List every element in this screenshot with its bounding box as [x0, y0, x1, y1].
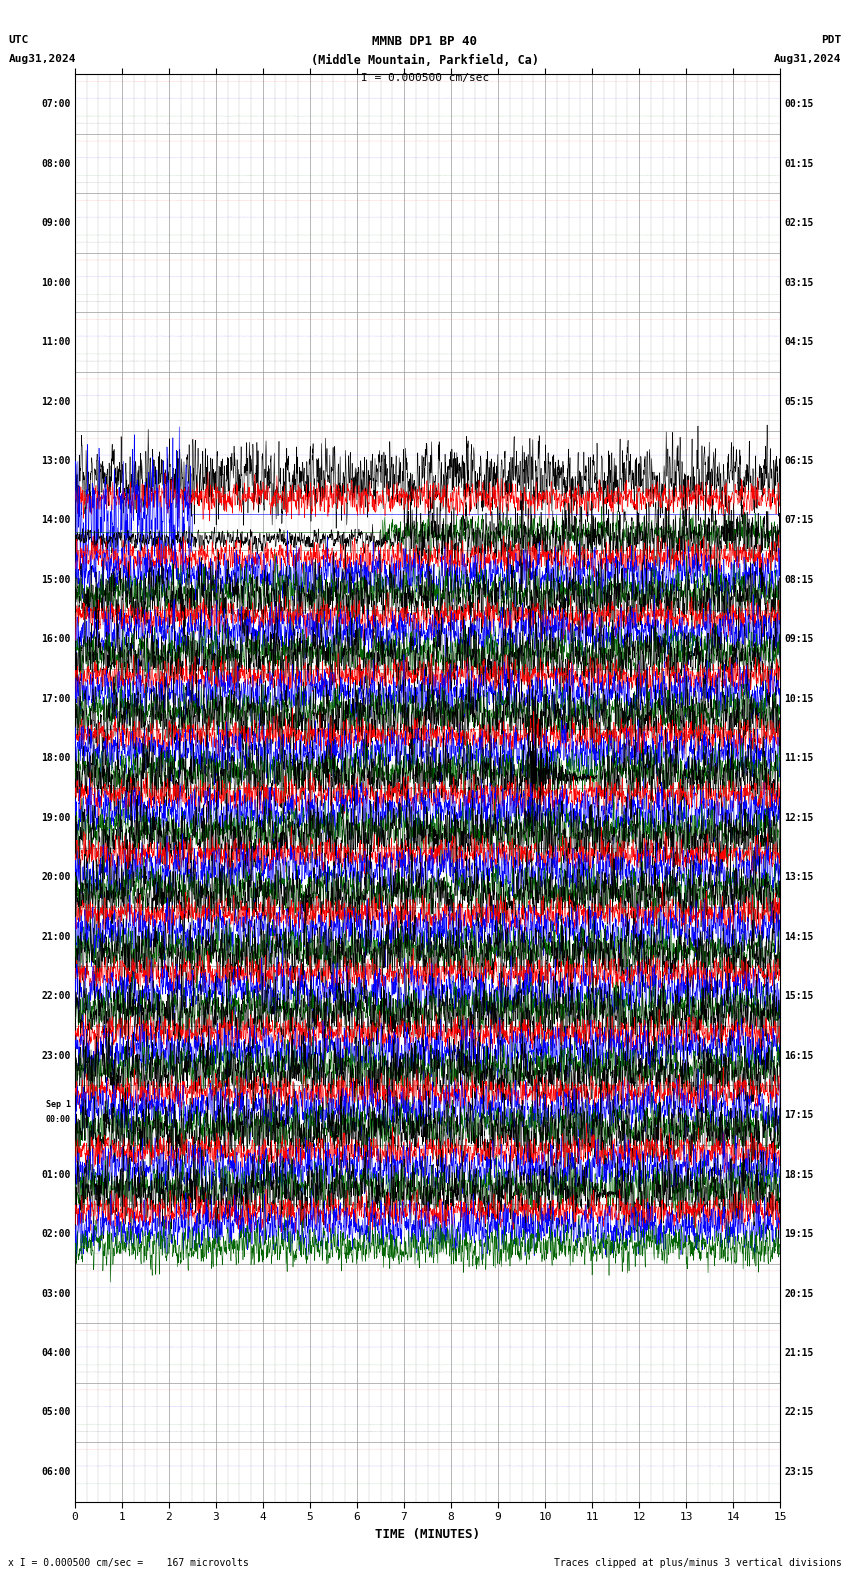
Text: 20:15: 20:15	[785, 1288, 814, 1299]
Text: 16:00: 16:00	[41, 634, 71, 645]
Text: 14:15: 14:15	[785, 931, 814, 942]
Text: 20:00: 20:00	[41, 873, 71, 882]
Text: 09:00: 09:00	[41, 219, 71, 228]
Text: 03:15: 03:15	[785, 277, 814, 288]
Text: 06:00: 06:00	[41, 1467, 71, 1476]
Text: 14:00: 14:00	[41, 515, 71, 526]
Text: Traces clipped at plus/minus 3 vertical divisions: Traces clipped at plus/minus 3 vertical …	[553, 1559, 842, 1568]
Text: 23:15: 23:15	[785, 1467, 814, 1476]
Text: 15:15: 15:15	[785, 992, 814, 1001]
Text: 11:15: 11:15	[785, 754, 814, 763]
Text: 21:00: 21:00	[41, 931, 71, 942]
Text: 10:15: 10:15	[785, 694, 814, 703]
Text: (Middle Mountain, Parkfield, Ca): (Middle Mountain, Parkfield, Ca)	[311, 54, 539, 67]
Text: 02:00: 02:00	[41, 1229, 71, 1239]
Text: 19:00: 19:00	[41, 813, 71, 822]
Text: I = 0.000500 cm/sec: I = 0.000500 cm/sec	[361, 73, 489, 82]
Text: 01:00: 01:00	[41, 1169, 71, 1180]
Text: 06:15: 06:15	[785, 456, 814, 466]
Text: 22:15: 22:15	[785, 1408, 814, 1418]
Text: 05:15: 05:15	[785, 396, 814, 407]
Text: 07:15: 07:15	[785, 515, 814, 526]
Text: 07:00: 07:00	[41, 100, 71, 109]
Text: Aug31,2024: Aug31,2024	[8, 54, 76, 63]
Text: PDT: PDT	[821, 35, 842, 44]
Text: 17:00: 17:00	[41, 694, 71, 703]
Text: 04:00: 04:00	[41, 1348, 71, 1357]
Text: 03:00: 03:00	[41, 1288, 71, 1299]
Text: 12:15: 12:15	[785, 813, 814, 822]
Text: 00:15: 00:15	[785, 100, 814, 109]
Text: Aug31,2024: Aug31,2024	[774, 54, 842, 63]
Text: 05:00: 05:00	[41, 1408, 71, 1418]
Text: 08:15: 08:15	[785, 575, 814, 584]
Text: 18:00: 18:00	[41, 754, 71, 763]
Text: 02:15: 02:15	[785, 219, 814, 228]
Text: x I = 0.000500 cm/sec =    167 microvolts: x I = 0.000500 cm/sec = 167 microvolts	[8, 1559, 249, 1568]
Text: 11:00: 11:00	[41, 337, 71, 347]
Text: 15:00: 15:00	[41, 575, 71, 584]
Text: 04:15: 04:15	[785, 337, 814, 347]
Text: 08:00: 08:00	[41, 158, 71, 168]
Text: MMNB DP1 BP 40: MMNB DP1 BP 40	[372, 35, 478, 48]
Text: Sep 1: Sep 1	[46, 1099, 71, 1109]
Text: 10:00: 10:00	[41, 277, 71, 288]
Text: 12:00: 12:00	[41, 396, 71, 407]
Text: 22:00: 22:00	[41, 992, 71, 1001]
Text: 19:15: 19:15	[785, 1229, 814, 1239]
Text: 09:15: 09:15	[785, 634, 814, 645]
Text: 16:15: 16:15	[785, 1050, 814, 1061]
Text: 21:15: 21:15	[785, 1348, 814, 1357]
Text: 18:15: 18:15	[785, 1169, 814, 1180]
Text: 00:00: 00:00	[46, 1115, 71, 1125]
Text: 01:15: 01:15	[785, 158, 814, 168]
Text: 23:00: 23:00	[41, 1050, 71, 1061]
Text: 13:15: 13:15	[785, 873, 814, 882]
Text: 17:15: 17:15	[785, 1110, 814, 1120]
Text: 13:00: 13:00	[41, 456, 71, 466]
X-axis label: TIME (MINUTES): TIME (MINUTES)	[375, 1527, 480, 1541]
Text: UTC: UTC	[8, 35, 29, 44]
